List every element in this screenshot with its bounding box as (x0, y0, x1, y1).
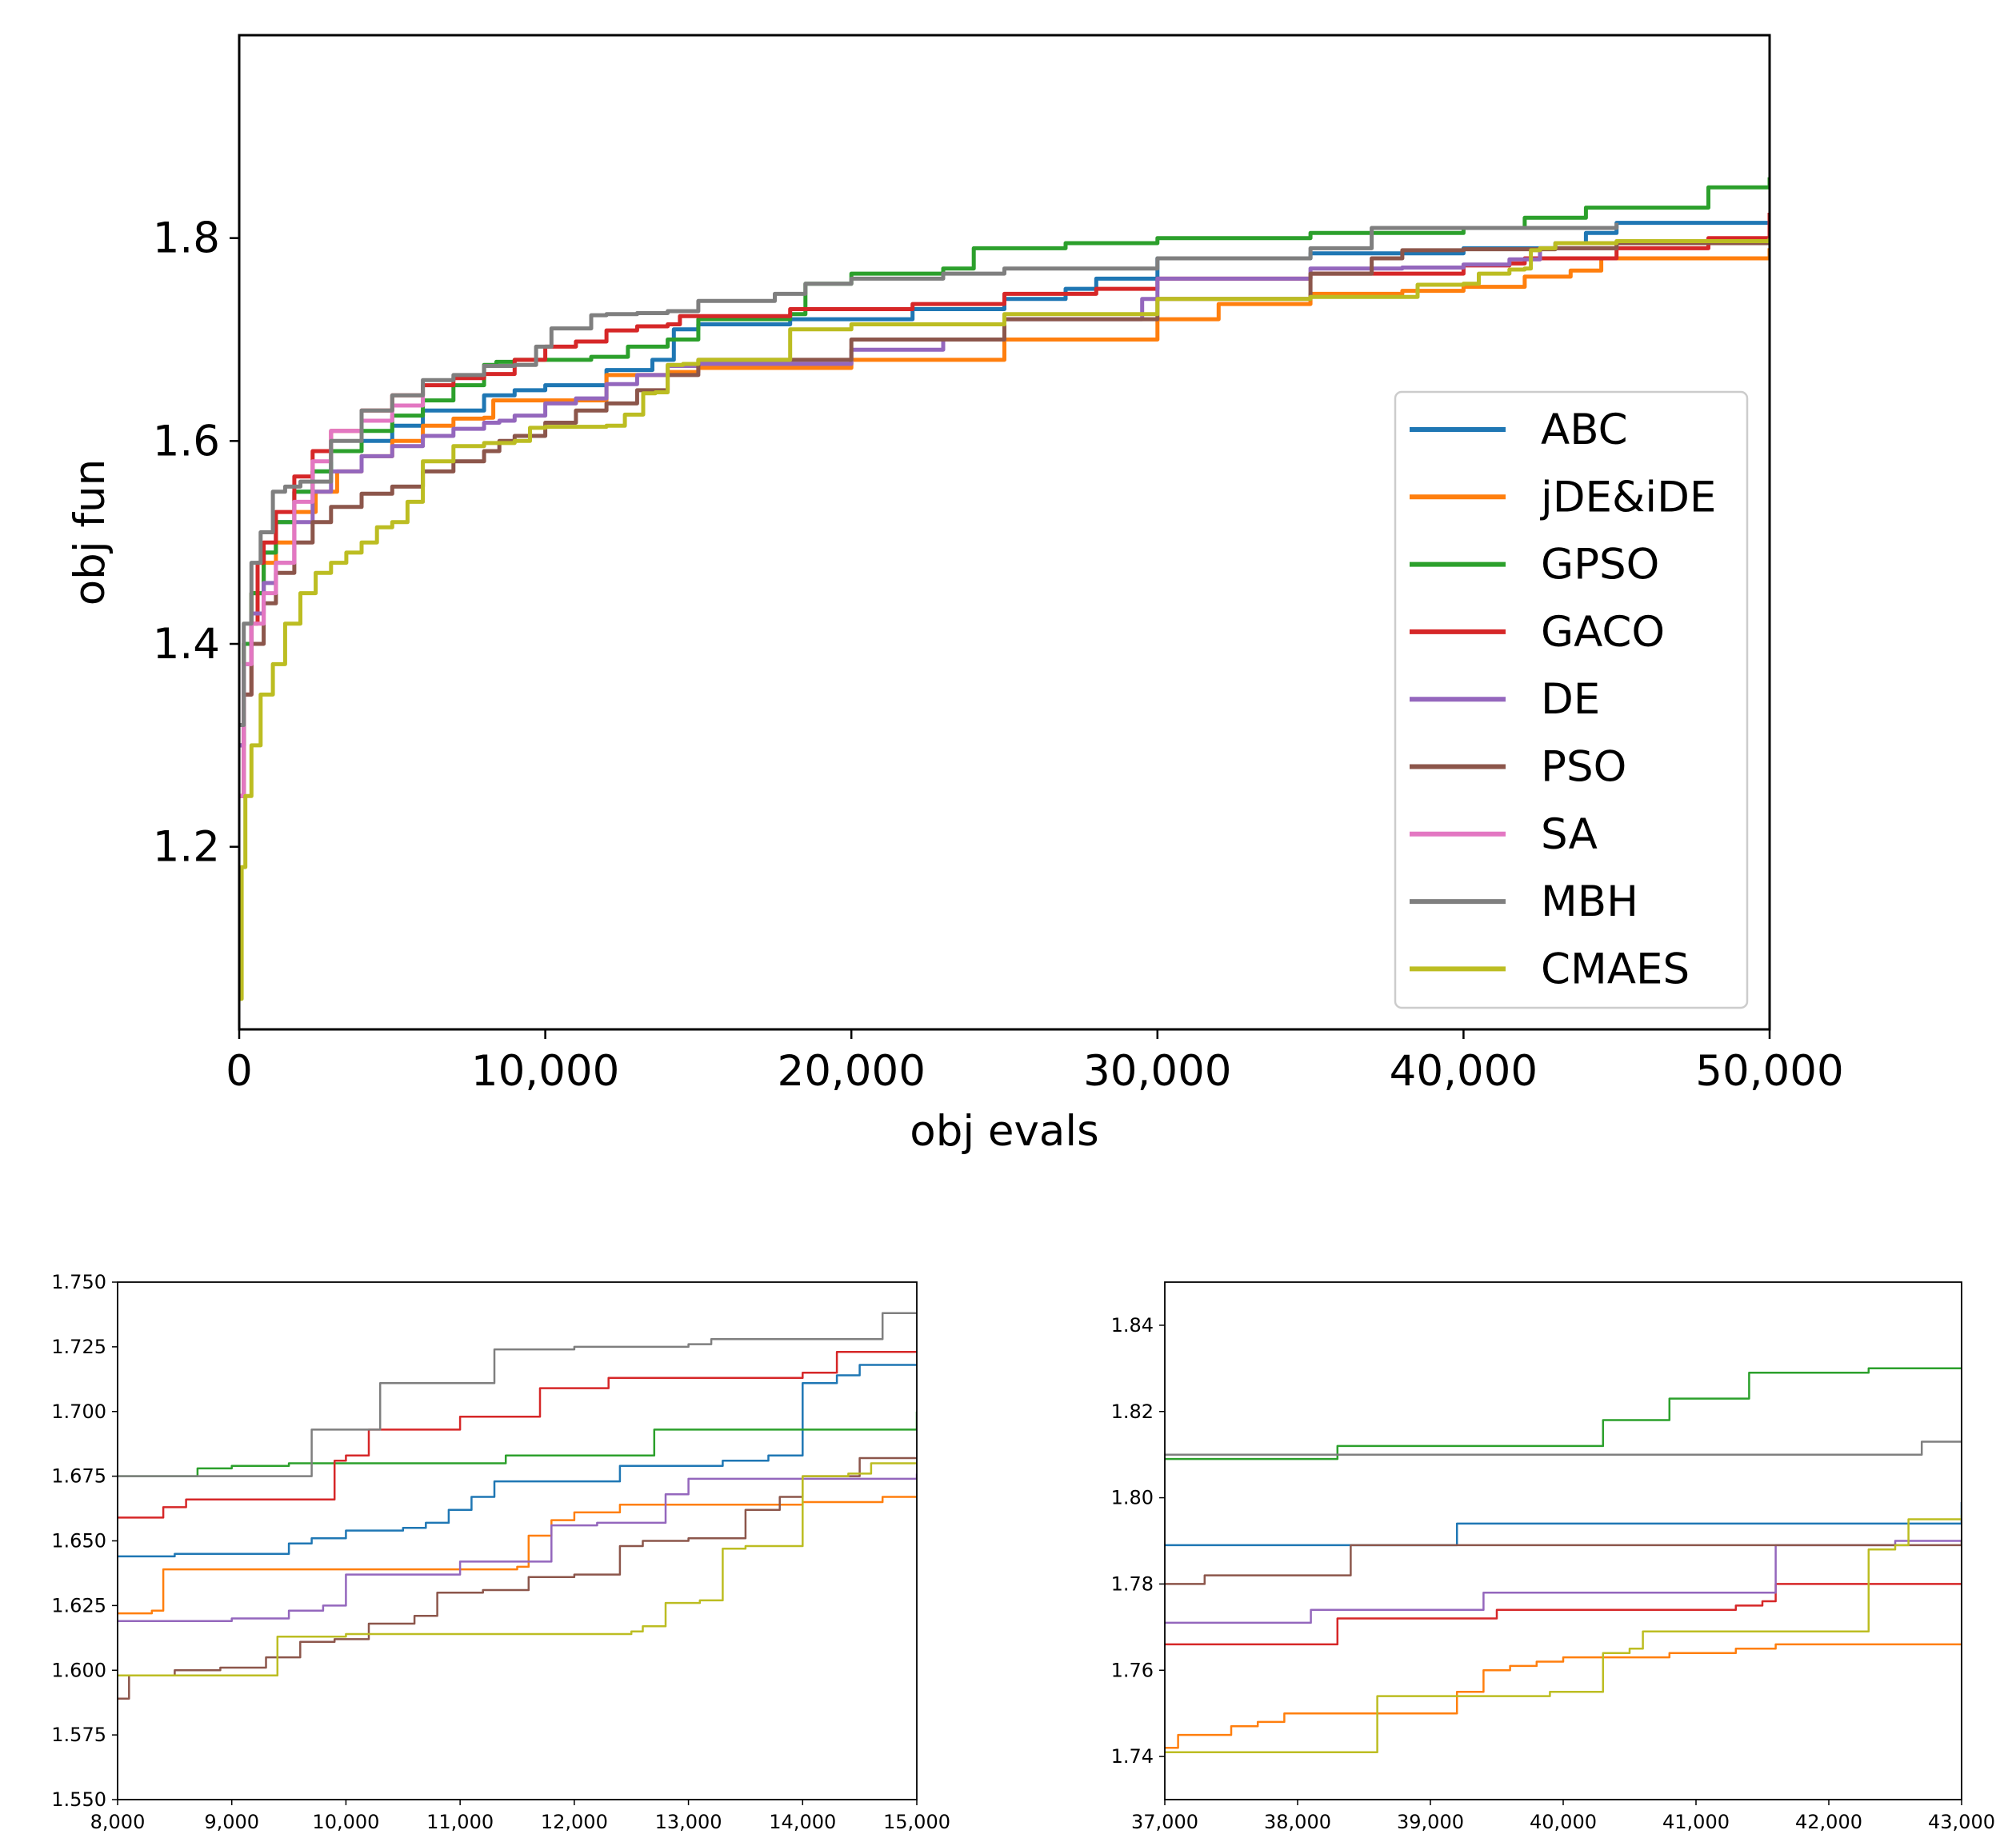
x-tick-label: 10,000 (471, 1047, 619, 1096)
x-tick-label: 8,000 (90, 1811, 146, 1833)
series-line-gpso (118, 1411, 917, 1477)
y-tick-label: 1.725 (51, 1336, 106, 1358)
x-tick-label: 39,000 (1397, 1811, 1464, 1833)
legend-label-gaco: GACO (1541, 608, 1665, 657)
legend-label-pso: PSO (1541, 743, 1626, 792)
x-tick-label: 15,000 (883, 1811, 950, 1833)
legend-label-mbh: MBH (1541, 877, 1638, 926)
series-line-gaco (239, 213, 1770, 798)
y-tick-label: 1.76 (1111, 1659, 1154, 1681)
series-group (1165, 1367, 1962, 1753)
x-tick-label: 13,000 (655, 1811, 722, 1833)
x-tick-label: 37,000 (1131, 1811, 1198, 1833)
y-axis-label: obj fun (66, 459, 114, 605)
axes-frame (117, 1281, 918, 1800)
series-line-sa (239, 390, 426, 798)
x-tick-label: 14,000 (769, 1811, 836, 1833)
y-tick-label: 1.84 (1111, 1314, 1154, 1337)
series-line-de (239, 238, 1770, 748)
series-line-gpso (239, 177, 1770, 748)
y-tick-label: 1.6 (153, 417, 220, 465)
series-line-mbh (1165, 1440, 1962, 1456)
y-tick-label: 1.80 (1111, 1487, 1154, 1509)
legend-label-abc: ABC (1541, 406, 1628, 454)
chart-main: 0 10,000 20,000 30,000 40,000 50,000 1.2 1.4 1.6… (66, 34, 1844, 1156)
x-tick-label: 40,000 (1530, 1811, 1597, 1833)
series-line-mbh (239, 222, 1619, 727)
y-tick-label: 1.675 (51, 1465, 106, 1488)
legend-label-gpso: GPSO (1541, 541, 1659, 589)
series-line-gaco (1165, 1583, 1962, 1646)
x-tick-label: 20,000 (777, 1047, 925, 1096)
y-tick-label: 1.82 (1111, 1400, 1154, 1423)
series-group (239, 177, 1770, 1001)
series-line-pso (1165, 1540, 1962, 1585)
y-tick-label: 1.625 (51, 1594, 106, 1616)
chart-zoom-right: 37,000 38,000 39,000 40,000 41,000 42,000 43,0… (1111, 1281, 1995, 1833)
x-tick-label: 50,000 (1695, 1047, 1843, 1096)
x-tick-label: 41,000 (1662, 1811, 1730, 1833)
x-tick-label: 40,000 (1390, 1047, 1538, 1096)
series-line-gpso (1165, 1367, 1962, 1460)
y-tick-label: 1.575 (51, 1724, 106, 1746)
series-line-jde-ide (118, 1496, 917, 1615)
legend-label-sa: SA (1541, 810, 1598, 859)
x-tick-label: 42,000 (1795, 1811, 1862, 1833)
x-axis-label: obj evals (910, 1107, 1098, 1156)
x-tick-label: 0 (226, 1047, 253, 1096)
x-tick-label: 9,000 (204, 1811, 259, 1833)
x-tick-label: 38,000 (1264, 1811, 1331, 1833)
series-group (118, 1312, 917, 1700)
x-tick-label: 10,000 (312, 1811, 379, 1833)
series-line-cmaes (239, 238, 1770, 1001)
y-tick-label: 1.550 (51, 1788, 106, 1811)
x-tick-label: 43,000 (1928, 1811, 1995, 1833)
chart-zoom-left: 8,000 9,000 10,000 11,000 12,000 13,000 14,000… (51, 1271, 950, 1833)
series-line-abc (118, 1364, 917, 1558)
y-tick-label: 1.700 (51, 1400, 106, 1423)
y-tick-label: 1.600 (51, 1659, 106, 1681)
x-tick-label: 30,000 (1083, 1047, 1231, 1096)
series-line-cmaes (1165, 1515, 1962, 1753)
y-tick-label: 1.74 (1111, 1745, 1154, 1768)
x-tick-label: 12,000 (541, 1811, 608, 1833)
series-line-jde-ide (1165, 1643, 1962, 1749)
axes-frame (238, 34, 1771, 1031)
series-line-de (118, 1473, 917, 1623)
series-line-pso (118, 1456, 917, 1700)
legend-label-cmaes: CMAES (1541, 945, 1690, 993)
legend-label-de: DE (1541, 675, 1600, 724)
legend: ABC jDE&iDE GPSO GACO DE PSO SA MBH CMAES (1394, 390, 1749, 1009)
series-line-cmaes (118, 1462, 917, 1676)
y-tick-label: 1.650 (51, 1530, 106, 1552)
legend-label-jde-ide: jDE&iDE (1540, 473, 1716, 521)
y-tick-label: 1.750 (51, 1271, 106, 1293)
x-tick-label: 11,000 (426, 1811, 494, 1833)
series-line-abc (1165, 1502, 1962, 1547)
y-tick-label: 1.4 (153, 620, 220, 669)
series-line-gaco (118, 1351, 917, 1519)
series-line-mbh (118, 1312, 917, 1477)
legend-box (1394, 390, 1749, 1009)
y-tick-label: 1.2 (153, 823, 220, 872)
y-tick-label: 1.78 (1111, 1572, 1154, 1595)
y-tick-label: 1.8 (153, 214, 220, 263)
